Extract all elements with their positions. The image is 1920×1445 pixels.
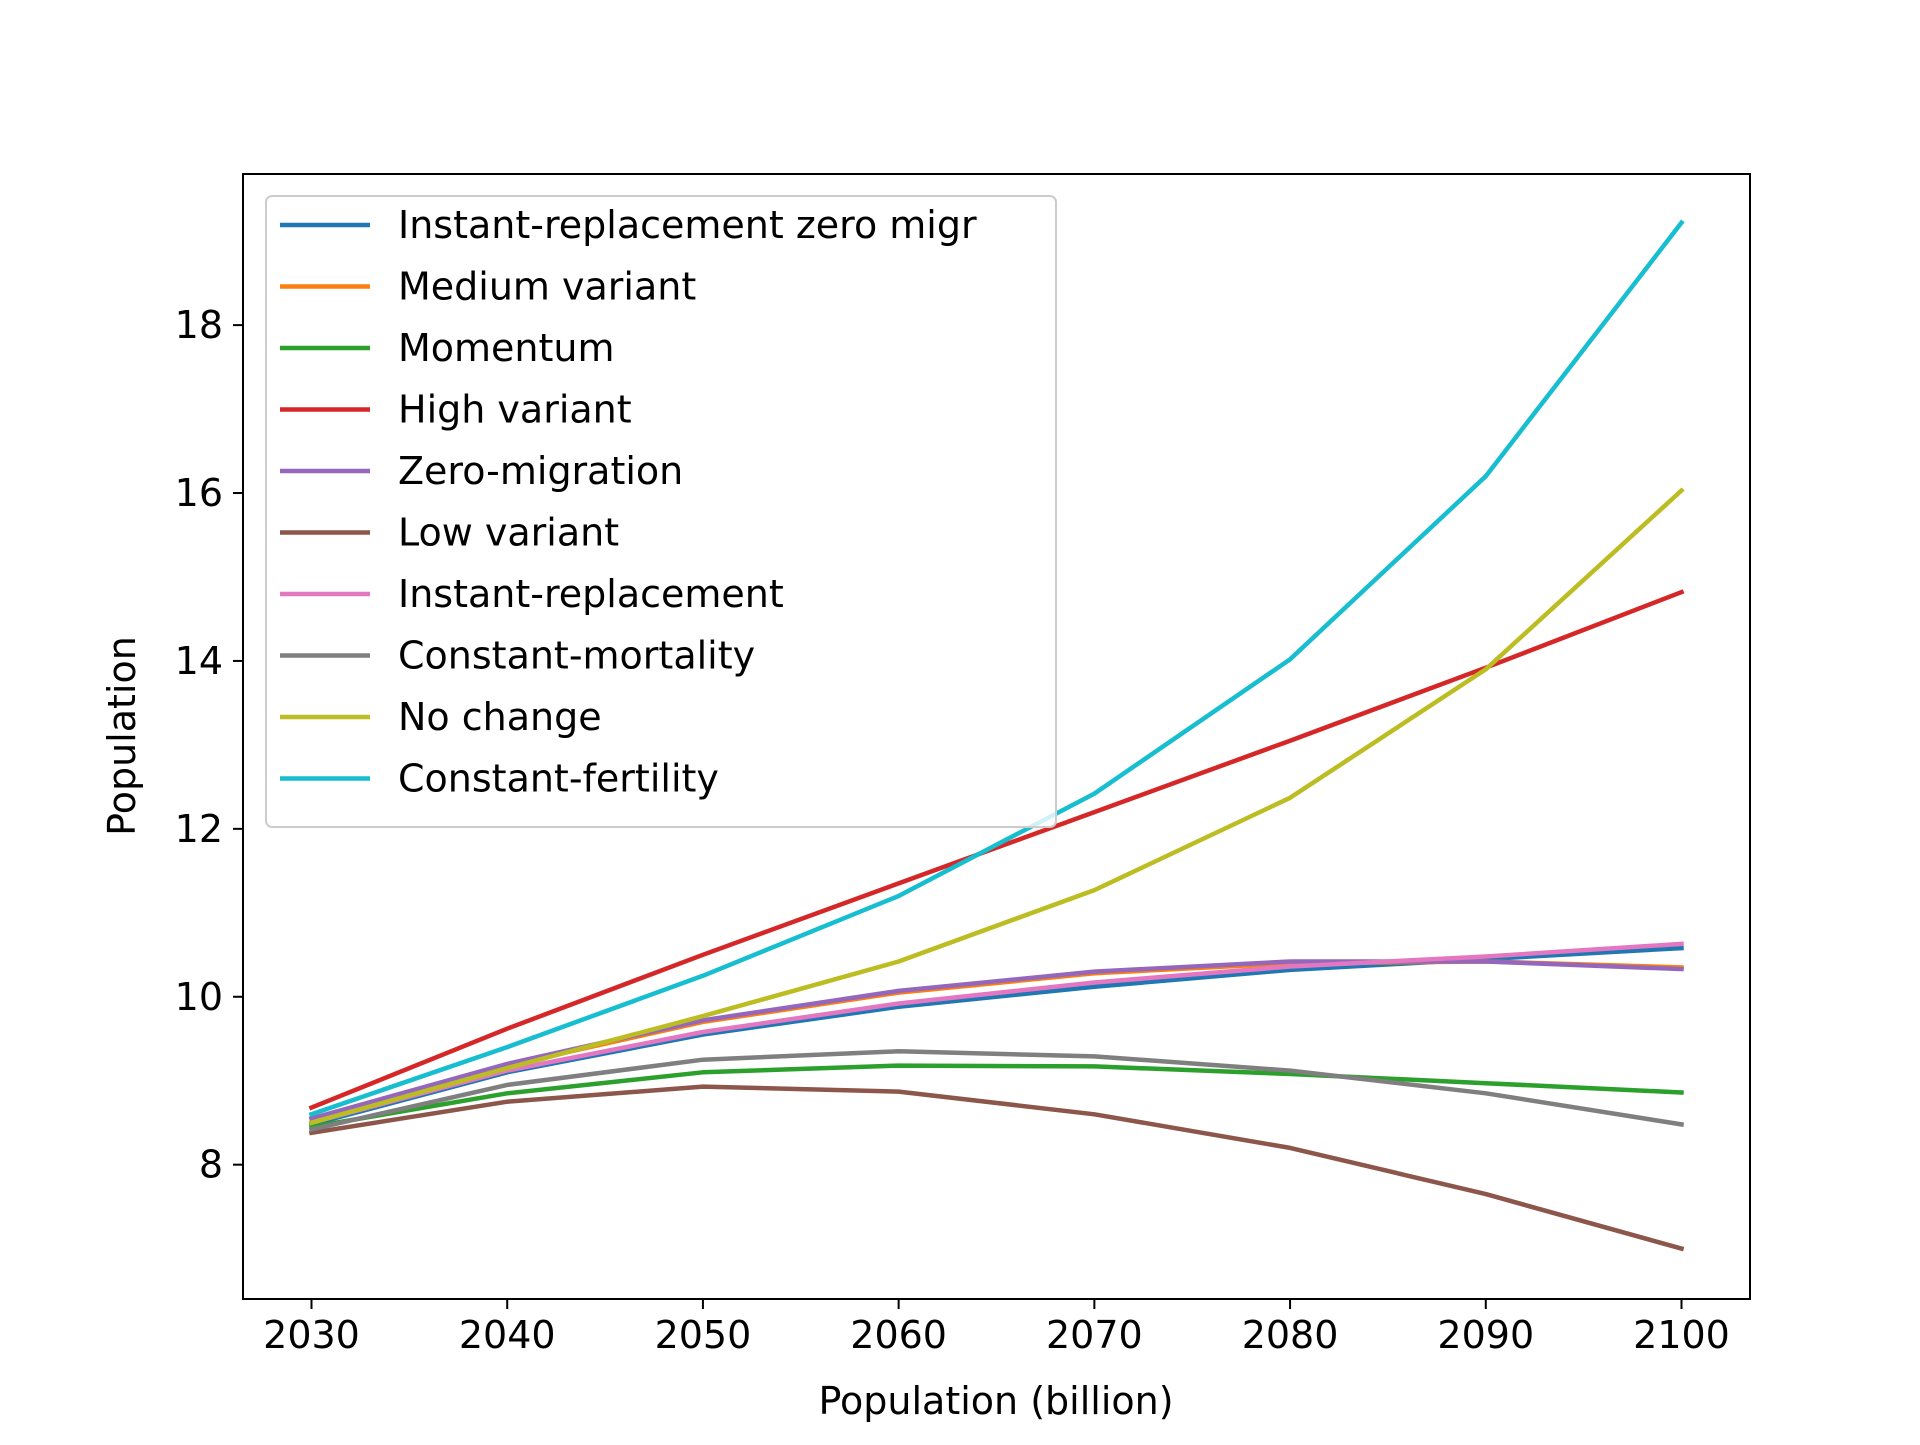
series-layer	[308, 219, 1685, 1252]
y-tick-label: 18	[175, 303, 223, 347]
series-line-2	[308, 1063, 1684, 1130]
legend-label-3: High variant	[398, 388, 632, 432]
x-tick-label: 2060	[850, 1313, 947, 1357]
series-line-8	[308, 487, 1685, 1126]
x-tick-label: 2100	[1633, 1313, 1730, 1357]
x-axis-label: Population (billion)	[818, 1379, 1173, 1423]
y-tick-label: 8	[199, 1143, 223, 1187]
x-tick-label: 2050	[655, 1313, 752, 1357]
y-tick-label: 14	[175, 639, 223, 683]
legend-label-0: Instant-replacement zero migr	[398, 203, 977, 247]
series-line-0	[308, 945, 1684, 1128]
y-axis: 8 10 12 14 16 18	[175, 303, 243, 1187]
y-axis-label: Population	[100, 636, 144, 836]
y-tick-label: 16	[175, 471, 223, 515]
legend-label-4: Zero-migration	[398, 449, 683, 493]
plot-area-frame	[242, 173, 1751, 1300]
legend-label-6: Instant-replacement	[398, 572, 784, 616]
series-line-3	[308, 589, 1685, 1111]
x-tick-label: 2080	[1242, 1313, 1339, 1357]
series-line-6	[308, 941, 1684, 1126]
series-line-9	[308, 219, 1685, 1118]
legend-label-2: Momentum	[398, 326, 615, 370]
x-axis: 2030 2040 2050 2060 2070 2080 2090 2100	[263, 1299, 1730, 1357]
series-line-7	[308, 1049, 1685, 1133]
legend-box	[265, 195, 1057, 828]
x-tick-label: 2040	[459, 1313, 556, 1357]
x-tick-label: 2030	[263, 1313, 360, 1357]
legend-label-9: Constant-fertility	[398, 757, 719, 801]
x-tick-label: 2090	[1437, 1313, 1534, 1357]
legend-label-5: Low variant	[398, 511, 619, 555]
series-line-1	[308, 959, 1684, 1122]
y-tick-label: 10	[175, 975, 223, 1019]
legend-label-1: Medium variant	[398, 265, 696, 309]
x-tick-label: 2070	[1046, 1313, 1143, 1357]
y-tick-label: 12	[175, 807, 223, 851]
legend-label-7: Constant-mortality	[398, 634, 755, 678]
legend: Instant-replacement zero migr Medium vari…	[265, 195, 1057, 828]
series-line-5	[308, 1084, 1685, 1252]
legend-label-8: No change	[398, 695, 602, 739]
series-line-4	[308, 959, 1684, 1122]
